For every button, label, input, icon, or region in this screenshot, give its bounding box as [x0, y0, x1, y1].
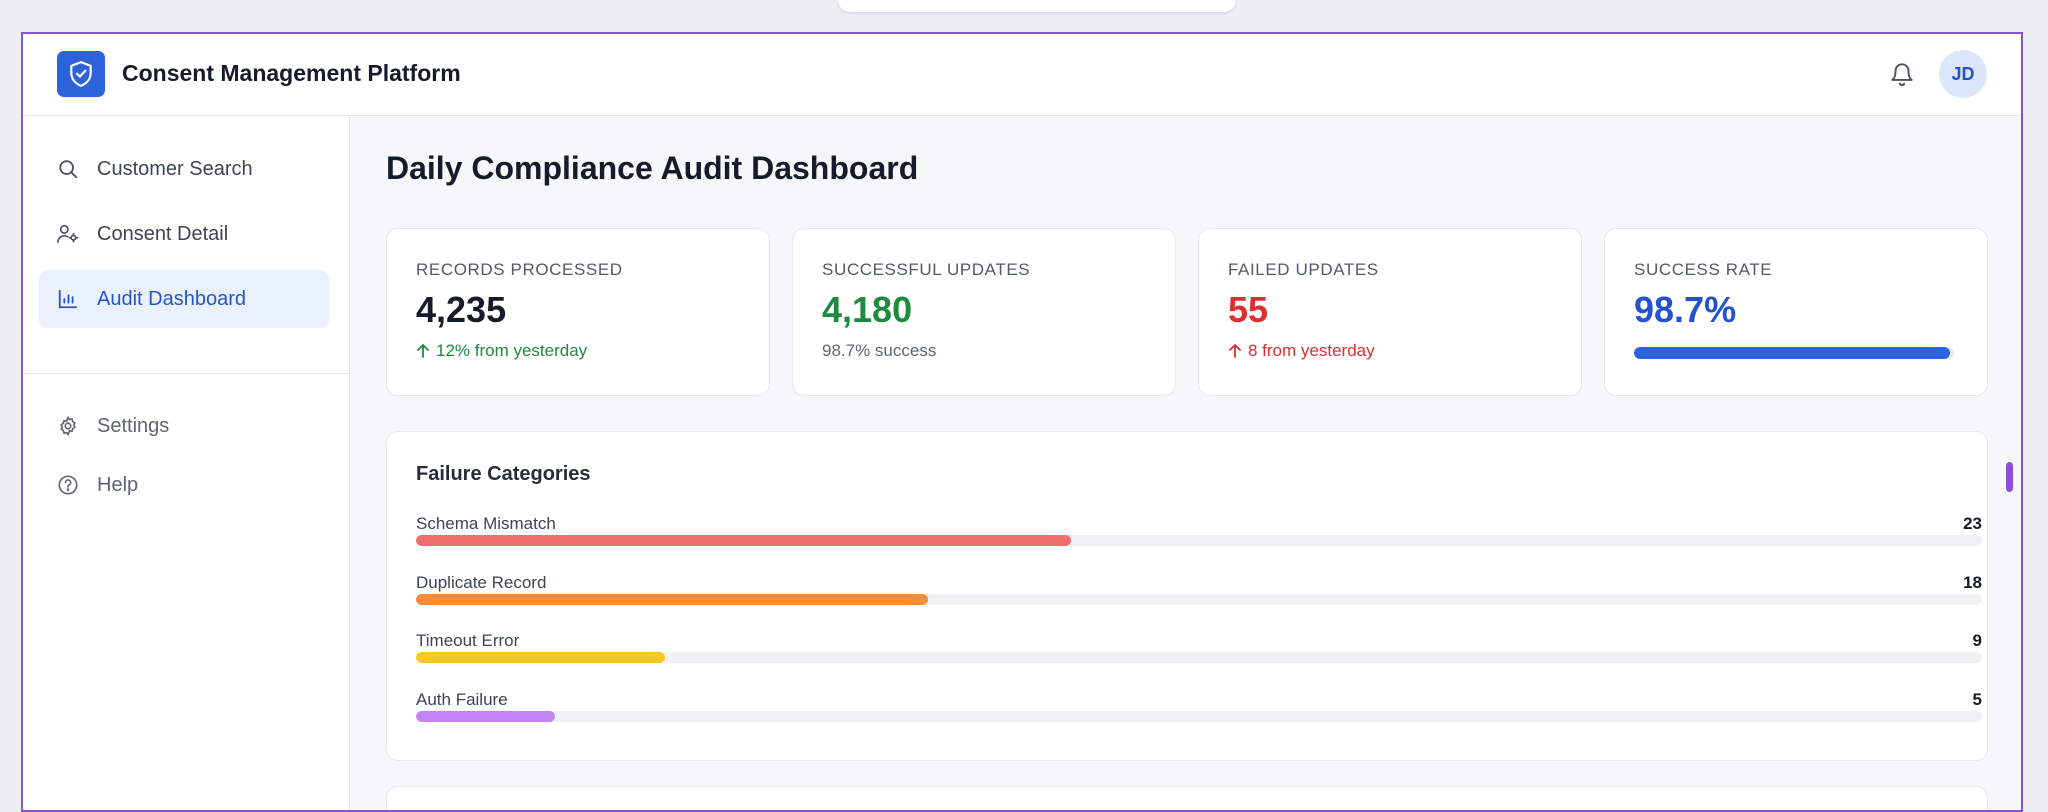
failure-categories-card: Failure Categories Schema Mismatch 23 Du… [386, 431, 1988, 761]
stat-label: FAILED UPDATES [1228, 260, 1379, 279]
search-icon [55, 156, 81, 182]
stat-card-records-processed: RECORDS PROCESSED 4,235 12% from yesterd… [386, 228, 770, 396]
stat-card-successful-updates: SUCCESSFUL UPDATES 4,180 98.7% success [792, 228, 1176, 396]
stat-trend: 8 from yesterday [1228, 341, 1375, 361]
failure-label: Schema Mismatch [416, 514, 556, 533]
stat-trend-text: 8 from yesterday [1248, 341, 1375, 360]
sidebar-item-consent-detail[interactable]: Consent Detail [39, 205, 329, 263]
failure-label: Auth Failure [416, 690, 508, 709]
sidebar-item-customer-search[interactable]: Customer Search [39, 140, 329, 198]
sidebar-item-settings[interactable]: Settings [39, 397, 329, 455]
user-cog-icon [55, 221, 81, 247]
stat-label: SUCCESS RATE [1634, 260, 1773, 279]
gear-icon [55, 413, 81, 439]
stat-trend: 12% from yesterday [416, 341, 587, 361]
failure-count: 23 [1963, 514, 1982, 533]
stat-label: SUCCESSFUL UPDATES [822, 260, 1031, 279]
failure-row-timeout-error: Timeout Error 9 [416, 631, 1982, 671]
app-window: Consent Management Platform JD Customer … [21, 32, 2023, 812]
sidebar-divider [23, 373, 349, 374]
failure-bar-track [416, 711, 1982, 722]
failure-count: 9 [1972, 631, 1982, 650]
shield-check-icon [57, 51, 105, 97]
failure-bar-fill [416, 652, 665, 663]
scrollbar-thumb[interactable] [2006, 462, 2013, 492]
bar-chart-icon [55, 286, 81, 312]
failure-bar-track [416, 652, 1982, 663]
page-title: Daily Compliance Audit Dashboard [386, 150, 919, 186]
success-rate-progress [1634, 347, 1954, 359]
sidebar-item-audit-dashboard[interactable]: Audit Dashboard [39, 270, 329, 328]
success-rate-progress-fill [1634, 347, 1950, 359]
sidebar-item-label: Customer Search [97, 157, 253, 180]
stat-value: 4,235 [416, 289, 507, 330]
failure-bar-fill [416, 535, 1071, 546]
arrow-up-icon [1228, 343, 1242, 359]
failure-row-auth-failure: Auth Failure 5 [416, 690, 1982, 730]
app-header: Consent Management Platform JD [23, 34, 2021, 116]
failure-bar-track [416, 535, 1982, 546]
failure-row-duplicate-record: Duplicate Record 18 [416, 573, 1982, 613]
sidebar-item-label: Help [97, 473, 139, 496]
sidebar: Customer Search Consent Detail Audit Das… [23, 116, 350, 810]
avatar[interactable]: JD [1939, 50, 1987, 98]
failure-row-schema-mismatch: Schema Mismatch 23 [416, 514, 1982, 554]
help-circle-icon [55, 472, 81, 498]
stat-value: 98.7% [1634, 289, 1737, 330]
top-toolbar-pill [838, 0, 1236, 12]
failure-categories-title: Failure Categories [416, 463, 591, 485]
failure-count: 18 [1963, 573, 1982, 592]
stat-card-success-rate: SUCCESS RATE 98.7% [1604, 228, 1988, 396]
stat-value: 55 [1228, 289, 1269, 330]
failure-label: Duplicate Record [416, 573, 547, 592]
stat-card-failed-updates: FAILED UPDATES 55 8 from yesterday [1198, 228, 1582, 396]
sidebar-item-label: Audit Dashboard [97, 287, 246, 310]
stat-sub: 98.7% success [822, 341, 937, 360]
app-title: Consent Management Platform [122, 60, 461, 86]
arrow-up-icon [416, 343, 430, 359]
failure-bar-track [416, 594, 1982, 605]
sidebar-item-label: Consent Detail [97, 222, 229, 245]
failure-count: 5 [1972, 690, 1982, 709]
stat-label: RECORDS PROCESSED [416, 260, 623, 279]
stat-trend-text: 12% from yesterday [436, 341, 588, 360]
failure-bar-fill [416, 594, 929, 605]
main-content: Daily Compliance Audit Dashboard RECORDS… [351, 116, 2021, 810]
failure-label: Timeout Error [416, 631, 520, 650]
next-section-card [386, 786, 1988, 810]
stat-value: 4,180 [822, 289, 913, 330]
bell-icon[interactable] [1887, 58, 1917, 90]
failure-bar-fill [416, 711, 556, 722]
sidebar-item-label: Settings [97, 414, 170, 437]
sidebar-item-help[interactable]: Help [39, 456, 329, 514]
